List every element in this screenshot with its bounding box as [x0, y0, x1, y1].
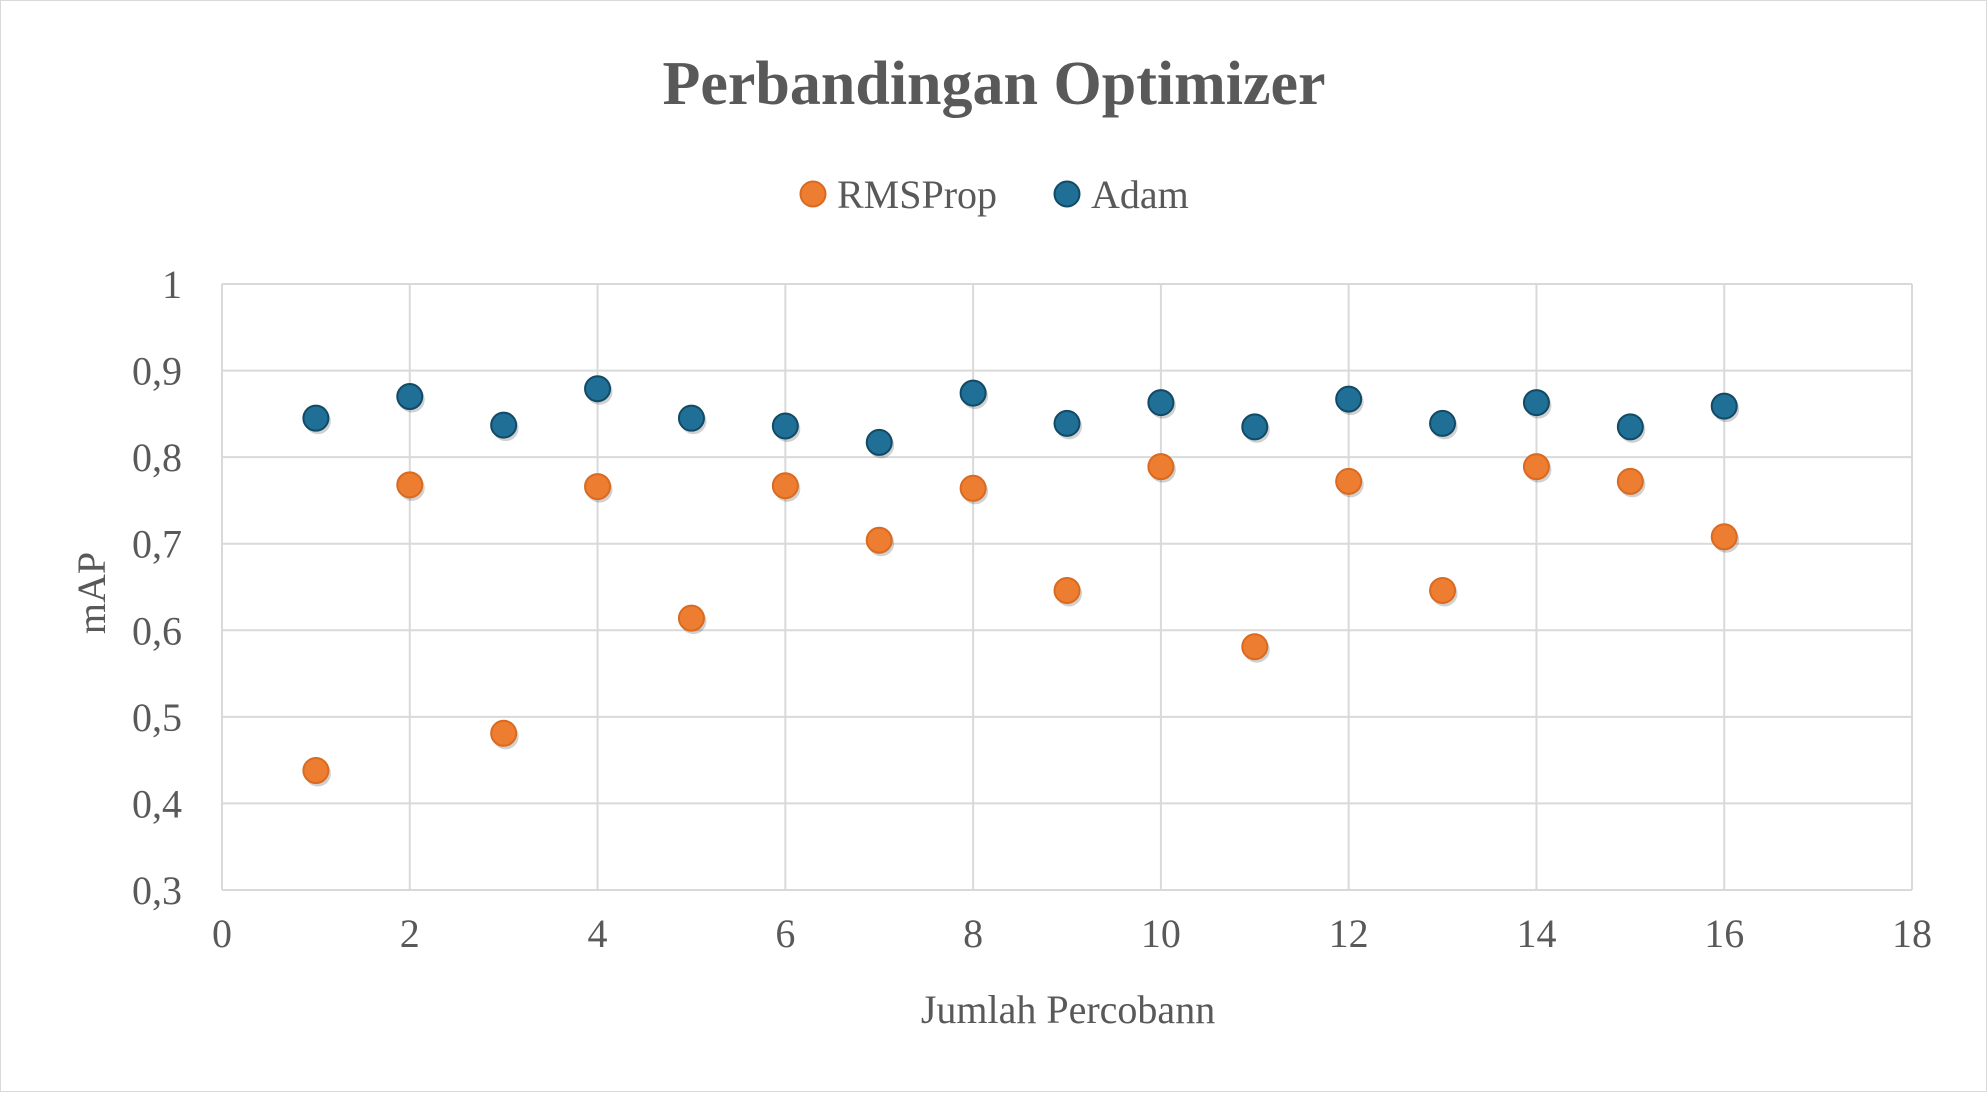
legend-label: RMSProp: [837, 172, 997, 217]
adam-point: [1522, 389, 1550, 417]
y-tick-label: 0,6: [132, 608, 182, 653]
legend-marker: [799, 180, 827, 208]
adam-point: [1241, 413, 1269, 441]
rmsprop-point: [1241, 633, 1269, 661]
x-tick-label: 18: [1892, 911, 1932, 956]
adam-point: [677, 404, 705, 432]
x-tick-label: 8: [963, 911, 983, 956]
x-tick-label: 4: [588, 911, 608, 956]
rmsprop-point: [677, 604, 705, 632]
rmsprop-point: [1522, 453, 1550, 481]
rmsprop-point: [1616, 467, 1644, 495]
y-tick-label: 0,4: [132, 781, 182, 826]
x-tick-label: 2: [400, 911, 420, 956]
legend: RMSProp Adam: [799, 172, 1189, 217]
chart-title: Perbandingan Optimizer: [662, 50, 1325, 118]
y-tick-label: 0,9: [132, 349, 182, 394]
rmsprop-point: [584, 473, 612, 501]
rmsprop-point: [302, 757, 330, 785]
adam-point: [1429, 409, 1457, 437]
rmsprop-point: [1429, 576, 1457, 604]
y-axis-ticks: 0,3 0,4 0,5 0,6 0,7 0,8 0,9 1: [132, 262, 182, 913]
adam-point: [771, 412, 799, 440]
adam-point: [396, 383, 424, 411]
rmsprop-point: [1147, 453, 1175, 481]
rmsprop-point: [865, 526, 893, 554]
y-tick-label: 1: [162, 262, 182, 307]
adam-point: [302, 404, 330, 432]
x-tick-label: 12: [1329, 911, 1369, 956]
rmsprop-point: [959, 474, 987, 502]
rmsprop-point: [1335, 467, 1363, 495]
rmsprop-point: [490, 719, 518, 747]
adam-point: [959, 379, 987, 407]
x-tick-label: 14: [1516, 911, 1556, 956]
adam-point: [490, 411, 518, 439]
y-tick-label: 0,3: [132, 868, 182, 913]
x-tick-label: 10: [1141, 911, 1181, 956]
adam-point: [1710, 392, 1738, 420]
adam-point: [865, 428, 893, 456]
rmsprop-point: [771, 472, 799, 500]
legend-marker: [1053, 180, 1081, 208]
x-tick-label: 16: [1704, 911, 1744, 956]
adam-point: [1616, 413, 1644, 441]
adam-point: [1147, 389, 1175, 417]
x-tick-label: 0: [212, 911, 232, 956]
y-tick-label: 0,8: [132, 435, 182, 480]
rmsprop-point: [396, 471, 424, 499]
y-tick-label: 0,7: [132, 522, 182, 567]
rmsprop-point: [1710, 523, 1738, 551]
adam-point: [1335, 385, 1363, 413]
y-tick-label: 0,5: [132, 695, 182, 740]
adam-point: [1053, 409, 1081, 437]
adam-point: [584, 375, 612, 403]
x-axis-label: Jumlah Percobann: [921, 987, 1215, 1032]
rmsprop-point: [1053, 576, 1081, 604]
legend-label: Adam: [1091, 172, 1189, 217]
x-tick-label: 6: [775, 911, 795, 956]
data-points: [302, 375, 1740, 787]
y-axis-label: mAP: [69, 552, 114, 634]
x-axis-ticks: 0 2 4 6 8 10 12 14 16 18: [212, 911, 1932, 956]
